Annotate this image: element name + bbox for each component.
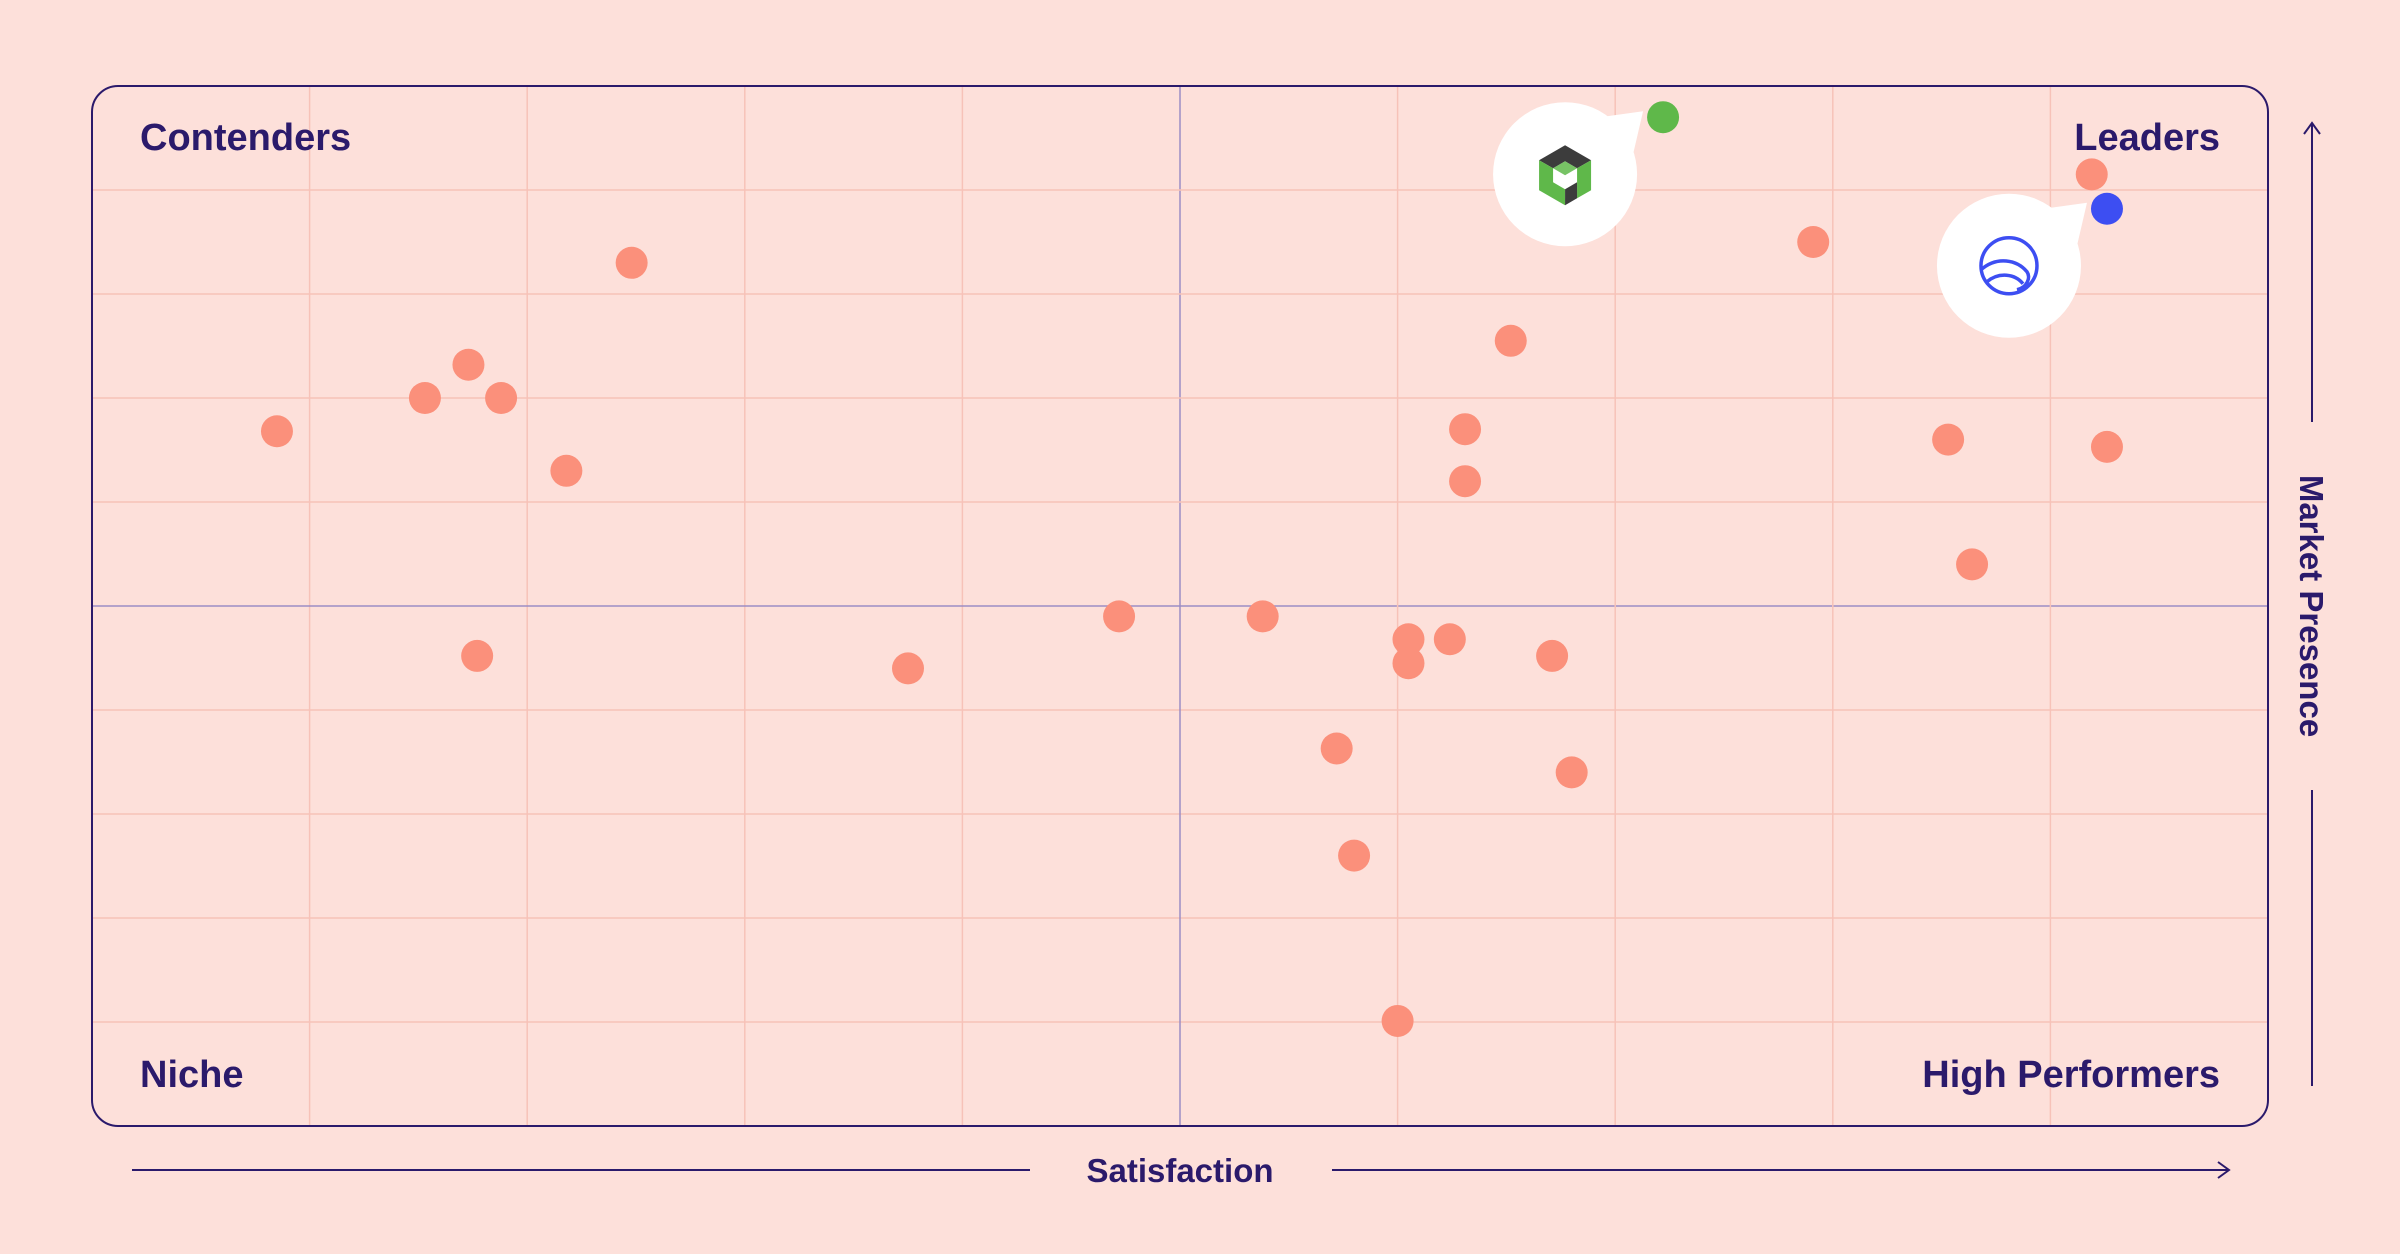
data-point <box>452 348 485 381</box>
data-point <box>408 382 441 414</box>
data-point <box>615 246 648 279</box>
y-axis-label: Market Presence <box>2293 475 2330 737</box>
y-axis-arrow-icon <box>2303 121 2321 135</box>
data-point <box>1449 465 1482 498</box>
callout-pointer <box>1607 111 1644 155</box>
callout-bubble <box>1936 193 2081 338</box>
highlight-point <box>2090 192 2123 225</box>
data-point <box>1246 600 1279 633</box>
data-point <box>1381 1004 1414 1037</box>
globe-wave-logo-callout <box>1936 193 2087 338</box>
data-point <box>1494 324 1527 357</box>
data-point <box>2075 158 2108 191</box>
data-point <box>485 382 518 414</box>
hexagon-logo-callout <box>1493 102 1644 247</box>
data-point <box>892 652 924 685</box>
data-point <box>1103 600 1136 633</box>
quadrant-label-niche: Niche <box>140 1054 243 1096</box>
data-point <box>1956 548 1989 581</box>
data-point <box>1392 623 1425 656</box>
data-point <box>550 454 583 487</box>
data-point <box>1555 756 1588 789</box>
globe-wave-logo-icon <box>1979 235 2039 296</box>
data-point <box>1433 623 1466 656</box>
quadrant-label-leaders: Leaders <box>2074 117 2220 159</box>
chart-grid <box>92 86 2268 1126</box>
data-point <box>1338 839 1371 872</box>
data-point <box>1449 413 1482 446</box>
data-point <box>1392 647 1425 680</box>
data-point <box>461 639 494 672</box>
data-point <box>260 415 293 448</box>
x-axis-label: Satisfaction <box>1086 1152 1273 1189</box>
data-point <box>2090 430 2123 463</box>
data-point <box>1536 639 1569 672</box>
plot-frame <box>91 85 2269 1127</box>
x-axis-arrow-icon <box>2217 1161 2231 1179</box>
data-point <box>1932 423 1965 456</box>
quadrant-label-contenders: Contenders <box>140 117 351 159</box>
quadrant-label-high-performers: High Performers <box>1922 1054 2220 1096</box>
highlight-point <box>1647 101 1680 134</box>
hexagon-logo-icon <box>1539 145 1592 206</box>
callout-pointer <box>2050 202 2087 246</box>
data-point <box>1320 732 1353 765</box>
data-points <box>260 101 2123 1037</box>
data-point <box>1797 226 1830 258</box>
